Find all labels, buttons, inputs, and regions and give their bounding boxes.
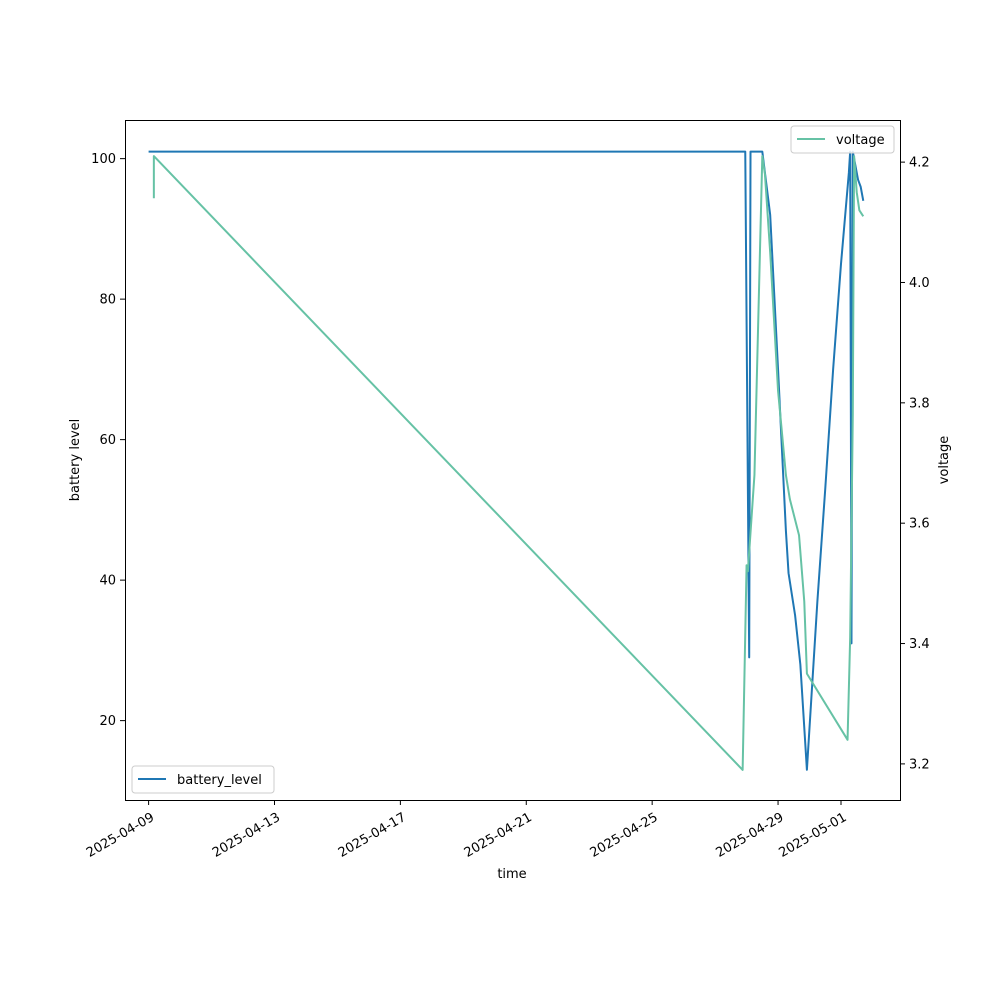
left-y-tick-label: 80 (99, 293, 116, 308)
plot-frame (125, 120, 901, 801)
right-y-tick-label: 3.2 (909, 757, 930, 772)
series-line-voltage (152, 155, 865, 771)
legend-battery-level-frame (131, 765, 275, 794)
left-y-axis: 20 40 60 80 100 (91, 152, 125, 729)
left-y-tick-label: 100 (91, 152, 116, 167)
right-y-tick-label: 4.2 (909, 156, 930, 171)
legend-voltage: voltage (790, 125, 895, 154)
legend-battery-level-label: battery_level (177, 773, 262, 788)
right-y-tick-label: 3.6 (909, 517, 930, 532)
legend-voltage-frame (790, 125, 895, 154)
right-y-tick-label: 4.0 (909, 276, 930, 291)
right-y-tick-label: 3.8 (909, 396, 930, 411)
right-y-axis-label: voltage (937, 436, 952, 485)
left-y-tick-label: 20 (99, 714, 116, 729)
legend-battery-level: battery_level (131, 765, 275, 794)
series-layer (148, 150, 865, 771)
legend-voltage-label: voltage (836, 133, 885, 148)
x-axis-label: time (497, 867, 526, 882)
right-y-axis: 3.2 3.4 3.6 3.8 4.0 4.2 (900, 156, 930, 772)
right-y-tick-label: 3.4 (909, 637, 930, 652)
left-y-tick-label: 40 (99, 574, 116, 589)
left-y-axis-label: battery level (68, 419, 83, 502)
left-y-tick-label: 60 (99, 433, 116, 448)
